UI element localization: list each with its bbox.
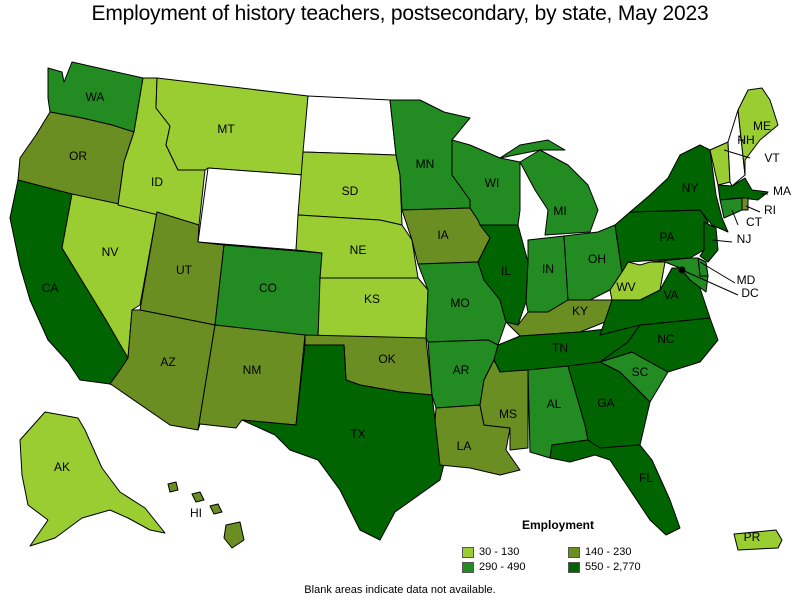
state-tx[interactable] [241, 344, 449, 541]
state-ny[interactable] [629, 144, 729, 233]
state-label-mt: MT [217, 122, 235, 136]
state-label-co: CO [259, 281, 277, 295]
state-label-mo: MO [450, 296, 469, 310]
state-label-ct: CT [746, 215, 763, 229]
ri-leader-line [745, 205, 761, 213]
state-label-wi: WI [485, 176, 500, 190]
state-label-ms: MS [499, 407, 517, 421]
state-label-nm: NM [243, 363, 262, 377]
state-label-al: AL [547, 397, 562, 411]
legend-item: 140 - 230 [568, 546, 631, 558]
state-label-la: LA [457, 439, 472, 453]
state-label-va: VA [663, 288, 678, 302]
state-ct[interactable] [719, 197, 743, 219]
state-mi[interactable] [499, 139, 599, 236]
state-label-pa: PA [659, 230, 674, 244]
state-label-ca: CA [42, 281, 59, 295]
state-label-ar: AR [453, 363, 470, 377]
md-leader-line [699, 261, 736, 284]
dc-marker [678, 266, 686, 274]
state-label-md: MD [737, 273, 756, 287]
state-label-ut: UT [176, 263, 193, 277]
state-fl[interactable] [549, 439, 681, 536]
state-label-nc: NC [657, 332, 675, 346]
state-me[interactable] [737, 87, 779, 176]
state-label-oh: OH [588, 252, 606, 266]
state-ak[interactable] [19, 411, 166, 547]
state-label-ga: GA [597, 396, 614, 410]
state-label-dc: DC [741, 286, 759, 300]
state-pr[interactable] [733, 529, 783, 551]
legend-swatch [462, 561, 474, 573]
legend-swatch [568, 546, 580, 558]
state-label-hi: HI [190, 506, 202, 520]
state-label-ne: NE [350, 243, 367, 257]
state-ms[interactable] [479, 359, 529, 451]
footnote: Blank areas indicate data not available. [304, 584, 496, 596]
legend-swatch [462, 546, 474, 558]
state-nh[interactable] [727, 109, 746, 187]
ct-leader-line [731, 209, 739, 226]
state-label-ny: NY [682, 181, 699, 195]
state-label-pr: PR [744, 530, 761, 544]
state-ks[interactable] [317, 277, 429, 339]
legend-item: 290 - 490 [462, 561, 525, 573]
state-label-ma: MA [773, 184, 791, 198]
state-md[interactable] [649, 257, 709, 293]
state-label-or: OR [69, 149, 87, 163]
state-label-mi: MI [553, 204, 566, 218]
state-nd[interactable] [302, 95, 397, 156]
state-label-nh: NH [737, 133, 754, 147]
state-label-ky: KY [572, 304, 588, 318]
state-label-il: IL [501, 264, 511, 278]
state-label-me: ME [753, 119, 771, 133]
state-label-wa: WA [86, 90, 105, 104]
state-label-sc: SC [632, 365, 649, 379]
state-label-id: ID [151, 175, 163, 189]
state-wy[interactable] [197, 167, 304, 251]
legend-title: Employment [522, 518, 595, 532]
state-label-tx: TX [350, 427, 365, 441]
vt-leader-line [723, 149, 751, 159]
state-label-ok: OK [378, 352, 395, 366]
state-label-nv: NV [102, 245, 119, 259]
state-label-sd: SD [342, 184, 359, 198]
state-label-fl: FL [639, 471, 653, 485]
dc-leader-line [681, 269, 739, 296]
state-label-nj: NJ [737, 232, 752, 246]
state-nj[interactable] [699, 221, 719, 263]
state-label-az: AZ [160, 355, 175, 369]
state-wi[interactable] [451, 139, 521, 226]
state-label-mn: MN [416, 157, 435, 171]
state-label-ia: IA [437, 228, 448, 242]
state-nc[interactable] [599, 317, 719, 373]
state-label-ks: KS [364, 292, 380, 306]
state-hi[interactable] [167, 481, 245, 549]
legend-item: 550 - 2,770 [568, 561, 641, 573]
state-label-vt: VT [764, 151, 780, 165]
map-title: Employment of history teachers, postseco… [91, 2, 709, 25]
state-ri[interactable] [741, 197, 749, 211]
state-label-ak: AK [54, 460, 70, 474]
state-label-ri: RI [764, 203, 776, 217]
legend-item: 30 - 130 [462, 546, 519, 558]
legend-swatch [568, 561, 580, 573]
state-nm[interactable] [197, 324, 306, 431]
state-label-in: IN [542, 262, 554, 276]
state-label-tn: TN [552, 341, 568, 355]
nj-leader-line [711, 239, 733, 243]
state-label-wv: WV [616, 280, 635, 294]
